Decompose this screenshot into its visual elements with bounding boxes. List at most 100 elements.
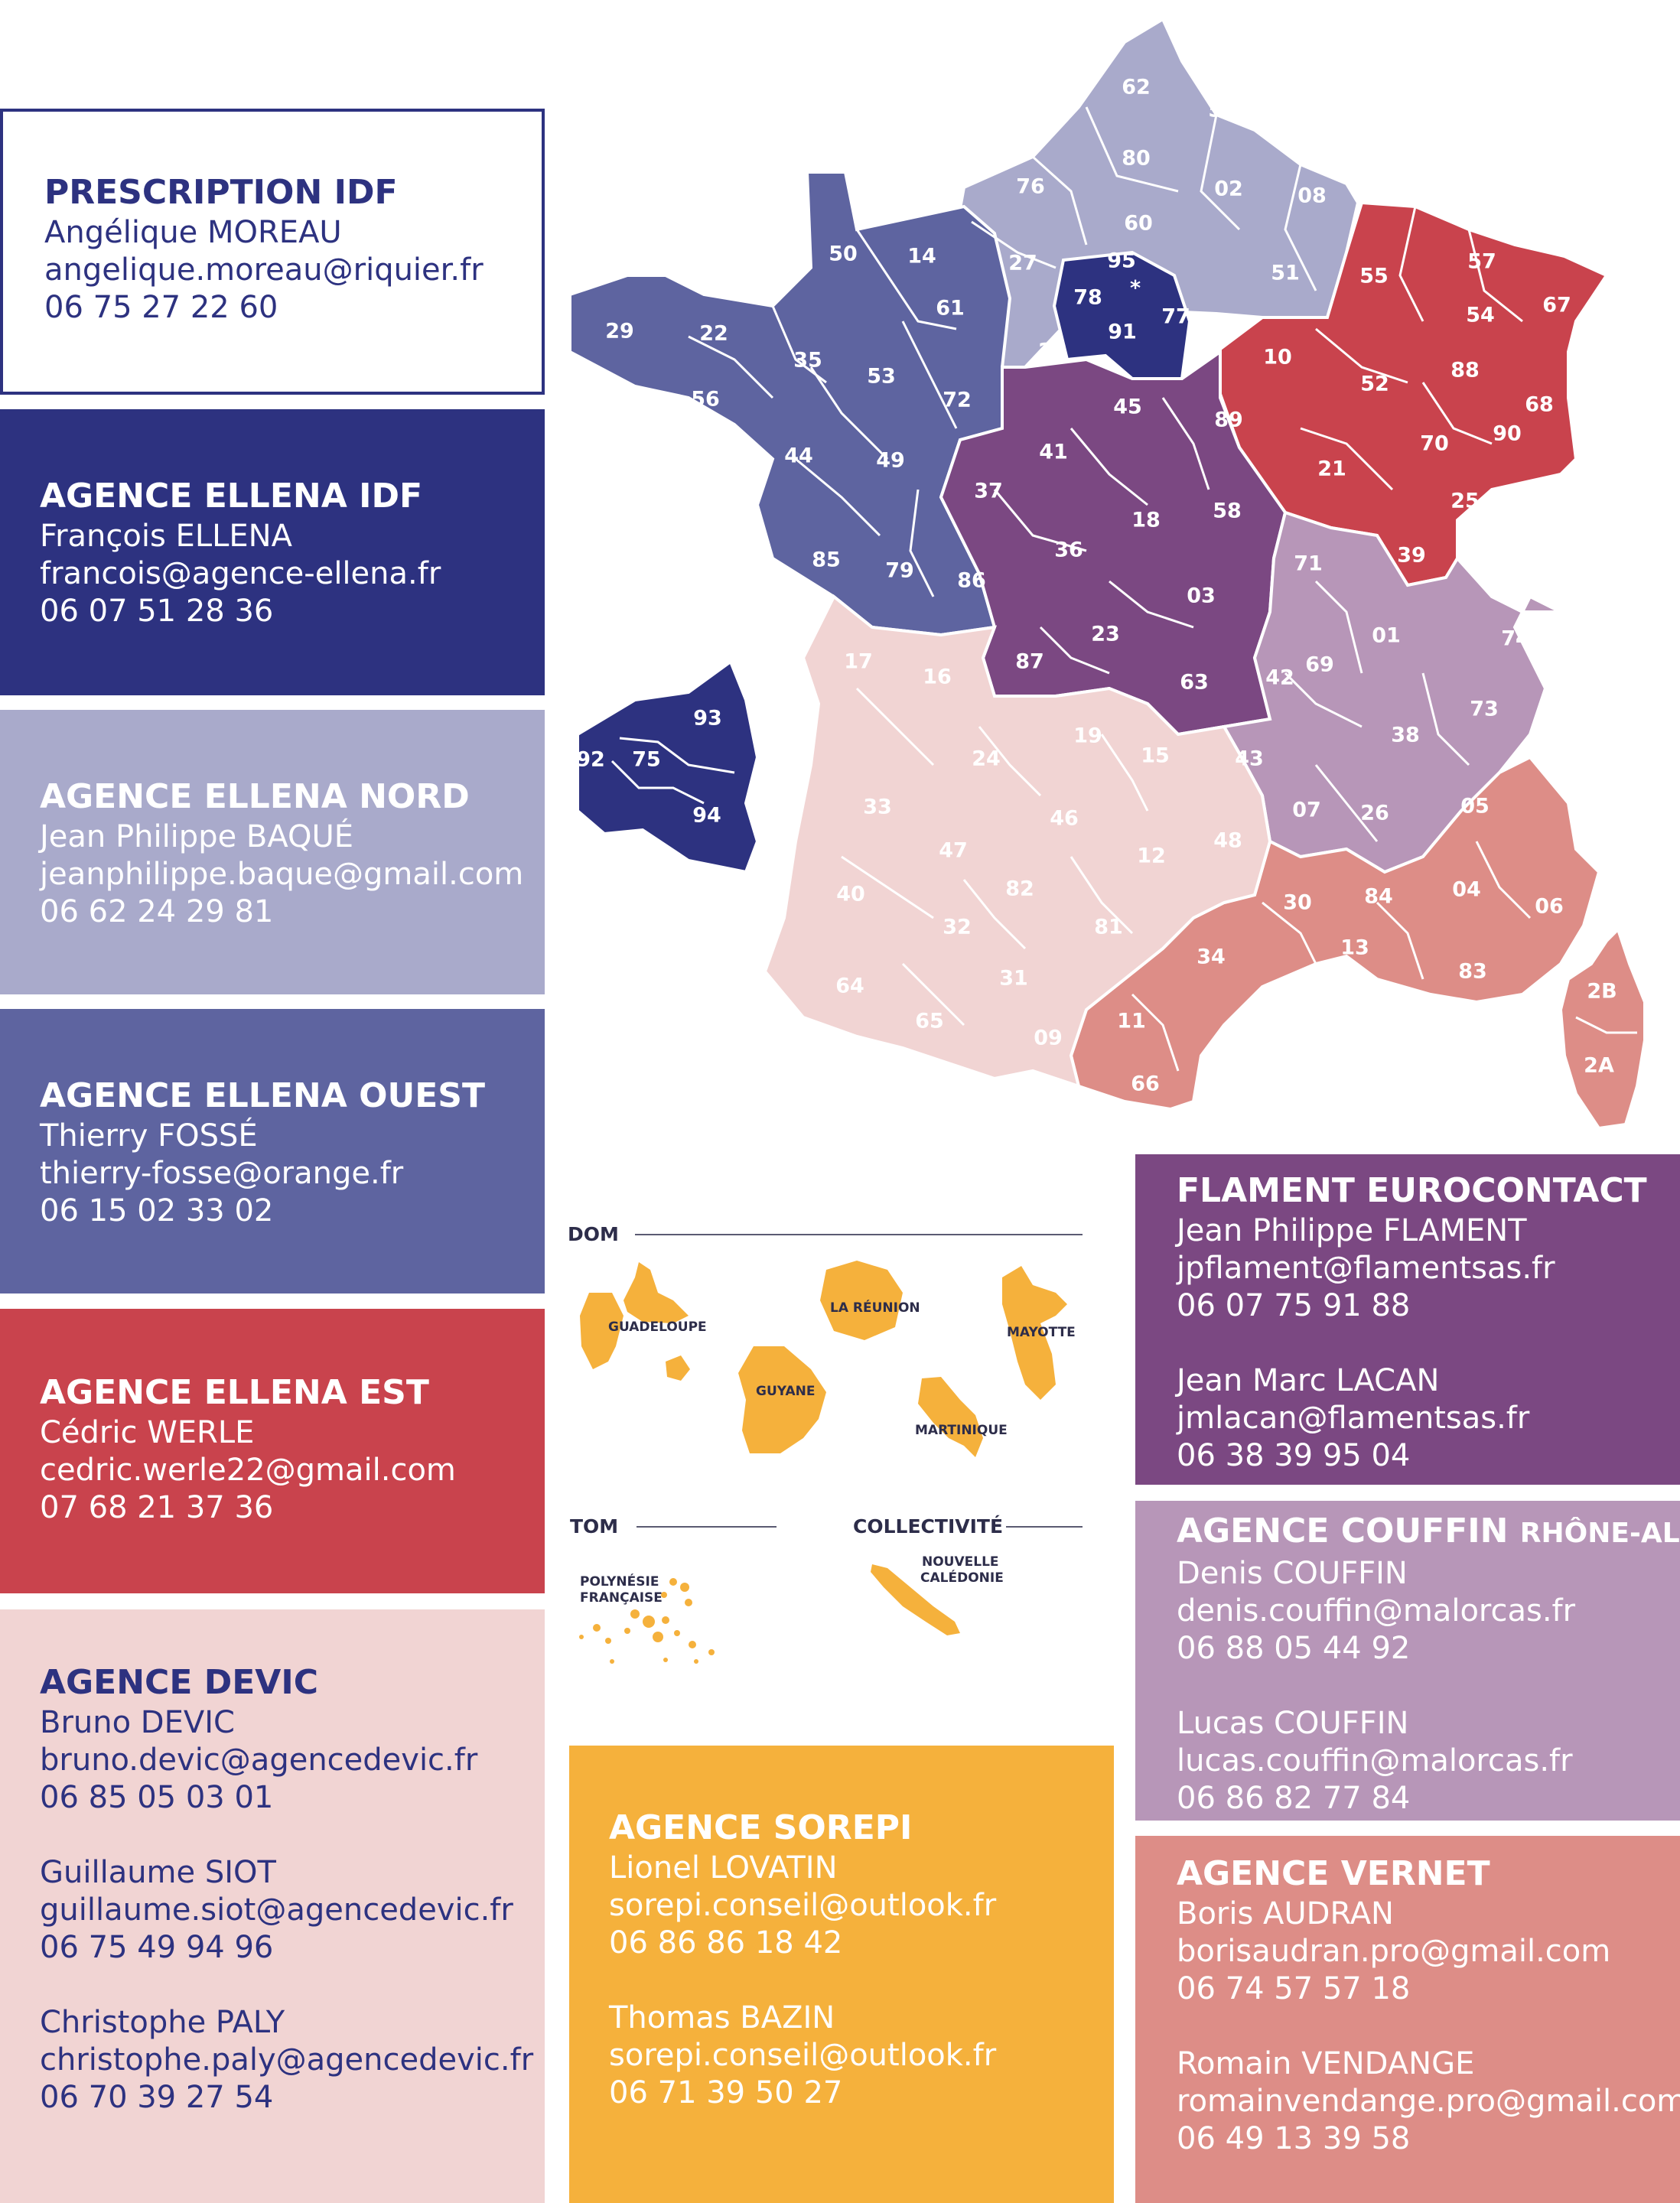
contact-email[interactable]: cedric.werle22@gmail.com xyxy=(40,1453,456,1488)
department-label-34: 34 xyxy=(1197,945,1226,969)
contact-email[interactable]: lucas.couffin@malorcas.fr xyxy=(1177,1743,1573,1778)
contact-person: Lionel LOVATIN sorepi.conseil@outlook.fr… xyxy=(609,1850,1114,1962)
department-label-27: 27 xyxy=(1008,252,1037,275)
department-label-68: 68 xyxy=(1525,393,1554,417)
la-reunion-label: LA RÉUNION xyxy=(830,1299,920,1316)
contact-email[interactable]: jmlacan@flamentsas.fr xyxy=(1177,1401,1530,1436)
contact-email[interactable]: angelique.moreau@riquier.fr xyxy=(44,252,483,288)
mayotte-label: MAYOTTE xyxy=(1007,1325,1076,1340)
contact-phone[interactable]: 06 62 24 29 81 xyxy=(40,894,274,929)
contact-email[interactable]: borisaudran.pro@gmail.com xyxy=(1177,1934,1611,1969)
card-title: FLAMENT EUROCONTACT xyxy=(1177,1171,1647,1210)
department-label-35: 35 xyxy=(793,349,822,373)
inset-department-label-75: 75 xyxy=(632,748,661,772)
department-label-78: 78 xyxy=(1073,286,1102,310)
card-title: AGENCE SOREPI xyxy=(609,1808,913,1847)
department-label-79: 79 xyxy=(885,559,914,583)
contact-person: Bruno DEVIC bruno.devic@agencedevic.fr 0… xyxy=(40,1704,545,1817)
department-label-46: 46 xyxy=(1050,807,1079,831)
department-label-11: 11 xyxy=(1117,1010,1146,1033)
card-title: AGENCE ELLENA OUEST xyxy=(40,1076,485,1115)
contact-phone[interactable]: 06 85 05 03 01 xyxy=(40,1780,274,1815)
agence-couffin-card: AGENCE COUFFIN RHÔNE-ALPES Denis COUFFIN… xyxy=(1135,1501,1680,1821)
contact-email[interactable]: sorepi.conseil@outlook.fr xyxy=(609,2038,997,2073)
department-label-01: 01 xyxy=(1372,624,1401,648)
contact-email[interactable]: christophe.paly@agencedevic.fr xyxy=(40,2042,534,2078)
department-label-42: 42 xyxy=(1265,666,1294,690)
paris-inset-borders xyxy=(610,737,735,805)
department-label-84: 84 xyxy=(1364,885,1393,909)
card-title: AGENCE DEVIC xyxy=(40,1663,319,1702)
department-label-47: 47 xyxy=(939,839,968,863)
department-label-88: 88 xyxy=(1450,359,1480,382)
contact-person: François ELLENA francois@agence-ellena.f… xyxy=(40,518,545,630)
contact-phone[interactable]: 06 07 51 28 36 xyxy=(40,594,274,629)
contact-name: Angélique MOREAU xyxy=(44,215,342,250)
contact-phone[interactable]: 06 88 05 44 92 xyxy=(1177,1631,1411,1666)
department-label-86: 86 xyxy=(957,569,986,593)
department-label-60: 60 xyxy=(1124,212,1153,236)
department-label-star: * xyxy=(1130,277,1141,301)
department-label-58: 58 xyxy=(1213,499,1242,523)
contact-phone[interactable]: 06 38 39 95 04 xyxy=(1177,1438,1411,1473)
department-label-61: 61 xyxy=(936,297,965,321)
contact-phone[interactable]: 07 68 21 37 36 xyxy=(40,1490,274,1525)
department-label-50: 50 xyxy=(829,242,858,266)
contact-phone[interactable]: 06 74 57 57 18 xyxy=(1177,1971,1411,2006)
department-label-03: 03 xyxy=(1187,584,1216,608)
department-label-41: 41 xyxy=(1039,441,1068,464)
department-label-43: 43 xyxy=(1235,747,1264,771)
department-label-06: 06 xyxy=(1535,895,1564,919)
contact-person: Boris AUDRAN borisaudran.pro@gmail.com 0… xyxy=(1177,1895,1680,2008)
contact-email[interactable]: bruno.devic@agencedevic.fr xyxy=(40,1743,478,1778)
department-label-76: 76 xyxy=(1016,175,1045,199)
contact-email[interactable]: jpflament@flamentsas.fr xyxy=(1177,1251,1555,1286)
card-title-suffix: RHÔNE-ALPES xyxy=(1519,1518,1680,1549)
department-label-22: 22 xyxy=(699,322,728,346)
department-label-85: 85 xyxy=(812,548,841,572)
contact-email[interactable]: sorepi.conseil@outlook.fr xyxy=(609,1888,997,1923)
contact-phone[interactable]: 06 07 75 91 88 xyxy=(1177,1288,1411,1323)
department-label-66: 66 xyxy=(1131,1072,1160,1096)
department-label-23: 23 xyxy=(1091,623,1120,646)
contact-phone[interactable]: 06 49 13 39 58 xyxy=(1177,2121,1411,2156)
department-borders xyxy=(688,106,1637,1072)
department-label-64: 64 xyxy=(835,975,864,998)
inset-department-label-93: 93 xyxy=(693,707,722,731)
department-label-91: 91 xyxy=(1108,321,1137,344)
contact-email[interactable]: guillaume.siot@agencedevic.fr xyxy=(40,1892,513,1928)
agence-sorepi-card: AGENCE SOREPI Lionel LOVATIN sorepi.cons… xyxy=(569,1746,1114,2203)
department-label-44: 44 xyxy=(784,444,813,468)
polynesie-label-1: POLYNÉSIE xyxy=(580,1573,659,1590)
contact-email[interactable]: denis.couffin@malorcas.fr xyxy=(1177,1593,1576,1629)
contact-email[interactable]: francois@agence-ellena.fr xyxy=(40,556,441,591)
contact-phone[interactable]: 06 70 39 27 54 xyxy=(40,2080,274,2115)
contact-phone[interactable]: 06 75 49 94 96 xyxy=(40,1930,274,1965)
contact-name: Lionel LOVATIN xyxy=(609,1850,838,1886)
department-label-80: 80 xyxy=(1122,147,1151,171)
contact-name: Romain VENDANGE xyxy=(1177,2046,1475,2081)
contact-email[interactable]: jeanphilippe.baque@gmail.com xyxy=(40,857,524,892)
contact-person: Cédric WERLE cedric.werle22@gmail.com 07… xyxy=(40,1414,545,1527)
region-paca-shape xyxy=(1069,755,1601,1111)
contact-phone[interactable]: 06 71 39 50 27 xyxy=(609,2075,843,2110)
contact-phone[interactable]: 06 75 27 22 60 xyxy=(44,290,278,325)
department-label-28: 28 xyxy=(1038,340,1067,363)
department-label-31: 31 xyxy=(999,967,1028,991)
contact-email[interactable]: thierry-fosse@orange.fr xyxy=(40,1156,404,1191)
paris-inset-shape xyxy=(576,659,760,874)
department-label-36: 36 xyxy=(1054,539,1083,562)
contact-phone[interactable]: 06 86 82 77 84 xyxy=(1177,1781,1411,1816)
contact-phone[interactable]: 06 86 86 18 42 xyxy=(609,1925,843,1961)
department-label-49: 49 xyxy=(876,449,905,473)
agence-vernet-card: AGENCE VERNET Boris AUDRAN borisaudran.p… xyxy=(1135,1836,1680,2203)
prescription-idf-card: PRESCRIPTION IDF Angélique MOREAU angeli… xyxy=(0,109,545,395)
guyane-shape xyxy=(738,1346,826,1453)
department-label-25: 25 xyxy=(1450,490,1480,513)
contact-phone[interactable]: 06 15 02 33 02 xyxy=(40,1193,274,1228)
contact-name: Thierry FOSSÉ xyxy=(40,1118,258,1154)
contact-name: Jean Philippe FLAMENT xyxy=(1177,1213,1527,1248)
nouvelle-caledonie-label-1: NOUVELLE xyxy=(922,1554,999,1570)
contact-email[interactable]: romainvendange.pro@gmail.com xyxy=(1177,2084,1680,2119)
department-label-73: 73 xyxy=(1470,698,1499,721)
